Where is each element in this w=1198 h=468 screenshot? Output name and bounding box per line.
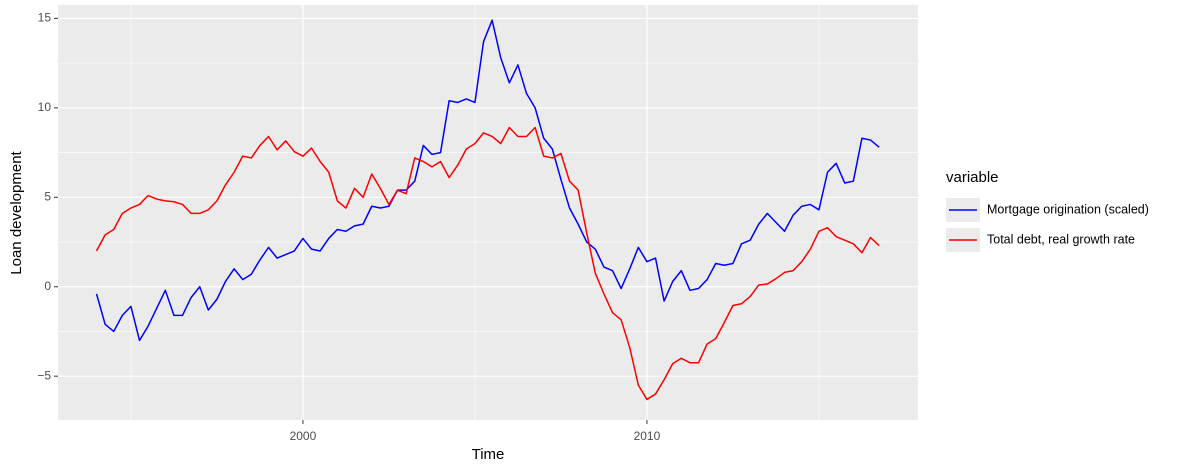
x-tick-label: 2000 xyxy=(290,429,317,443)
y-tick-label: −5 xyxy=(37,368,51,382)
x-axis-title: Time xyxy=(472,446,505,463)
series-line xyxy=(95,19,880,342)
x-tick-label: 2010 xyxy=(634,429,661,443)
legend-label: Total debt, real growth rate xyxy=(987,232,1135,246)
y-tick-label: 5 xyxy=(44,189,51,203)
panel xyxy=(58,5,918,420)
legend-label: Mortgage origination (scaled) xyxy=(987,202,1149,216)
y-tick-label: 15 xyxy=(38,11,52,25)
legend-title: variable xyxy=(946,169,999,186)
series-line xyxy=(95,126,880,401)
y-tick-label: 10 xyxy=(38,100,52,114)
y-axis-title: Loan development xyxy=(8,150,25,274)
y-tick-label: 0 xyxy=(44,279,51,293)
